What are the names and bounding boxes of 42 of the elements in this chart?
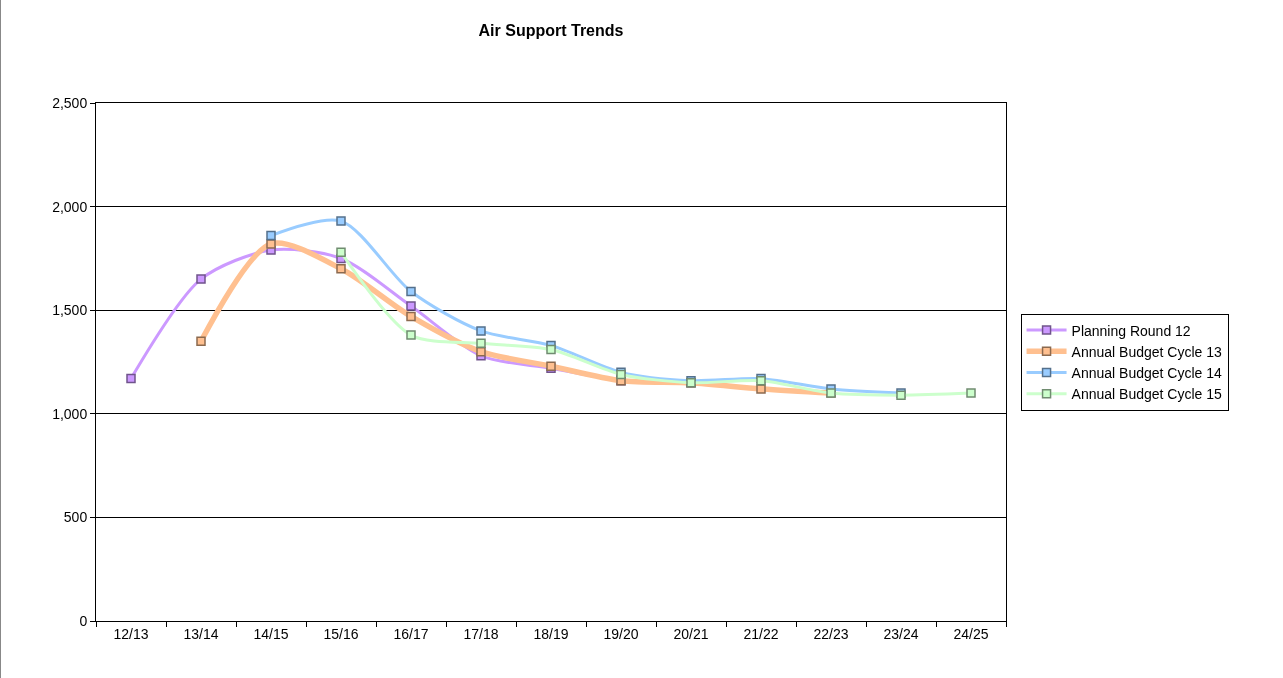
x-tick-label: 24/25	[953, 625, 989, 642]
x-tick-label: 21/22	[743, 625, 779, 642]
point	[966, 388, 976, 398]
point	[406, 301, 416, 311]
x-tick-label: 17/18	[463, 625, 499, 642]
legend-label: Planning Round 12	[1071, 322, 1191, 339]
point	[196, 336, 206, 347]
x-tick-label: 16/17	[393, 625, 429, 642]
legend-label: Annual Budget Cycle 13	[1071, 343, 1222, 360]
legend-label: Annual Budget Cycle 15	[1071, 386, 1222, 403]
legend-label: Annual Budget Cycle 14	[1071, 364, 1222, 381]
chart-title: Air Support Trends	[478, 22, 624, 40]
point	[546, 344, 556, 355]
point	[406, 330, 416, 340]
point	[406, 286, 416, 297]
x-tick-label: 18/19	[533, 625, 569, 642]
point	[756, 384, 766, 394]
point	[336, 216, 346, 226]
x-tick-label: 15/16	[323, 625, 359, 642]
point	[406, 311, 416, 322]
y-tick-label: 1,500	[52, 302, 88, 319]
point	[336, 264, 346, 274]
point	[126, 373, 136, 384]
y-tick-label: 2,500	[52, 94, 88, 111]
x-tick-label: 19/20	[603, 625, 639, 642]
y-tick-label: 500	[63, 509, 88, 526]
point	[266, 239, 276, 249]
x-tick-label: 14/15	[253, 625, 289, 642]
y-tick-label: 1,000	[52, 405, 88, 422]
x-tick-label: 23/24	[883, 625, 919, 642]
point	[476, 346, 486, 357]
point	[266, 230, 276, 241]
x-tick-label: 13/14	[183, 625, 219, 642]
point	[196, 274, 206, 284]
x-tick-label: 20/21	[673, 625, 709, 642]
point	[336, 247, 346, 257]
point	[476, 338, 486, 349]
y-tick-label: 0	[79, 612, 88, 629]
y-tick-label: 2,000	[52, 198, 88, 215]
x-tick-label: 22/23	[813, 625, 849, 642]
point	[476, 326, 486, 336]
x-tick-label: 12/13	[113, 625, 149, 642]
